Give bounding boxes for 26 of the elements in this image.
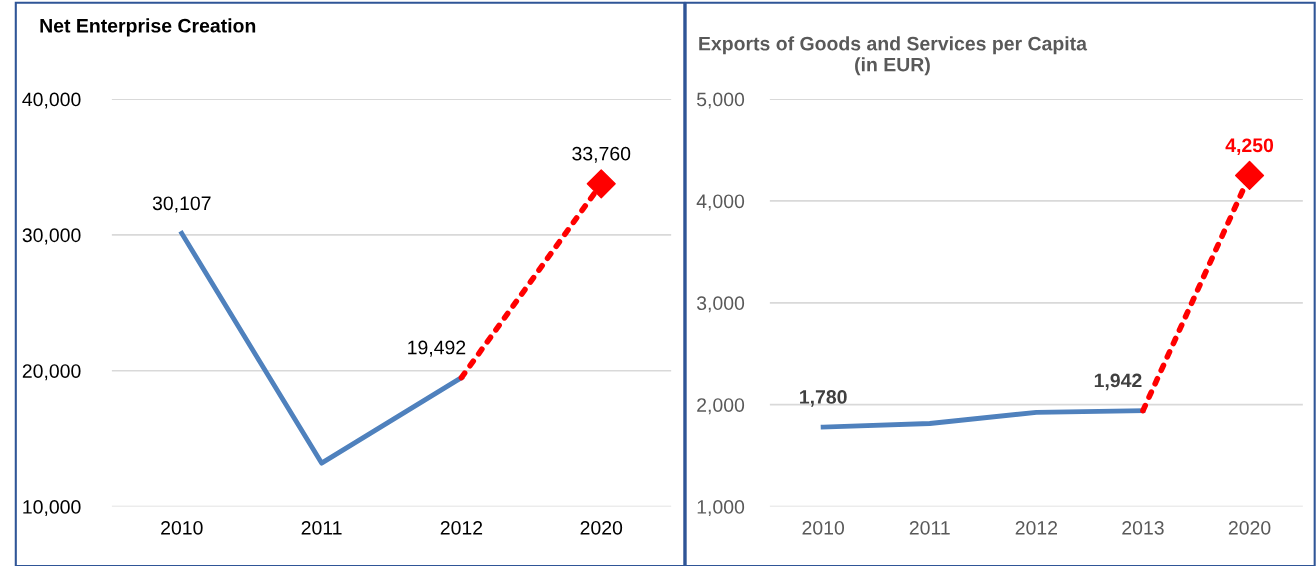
data-label: 19,492: [408, 340, 466, 357]
chart-title: Net Enterprise Creation: [40, 18, 256, 37]
y-tick-label: 20,000: [22, 364, 81, 381]
y-tick-label: 1,000: [697, 500, 745, 517]
x-tick-label: 2011: [909, 520, 950, 535]
x-tick-label: 2013: [1122, 520, 1164, 535]
data-label: 4,250: [1225, 138, 1274, 155]
data-label: 1,942: [1094, 373, 1142, 391]
x-tick-label: 2012: [440, 520, 483, 535]
x-tick-label: 2011: [301, 520, 342, 535]
y-tick-label: 10,000: [23, 500, 81, 517]
x-tick-label: 2010: [802, 520, 845, 535]
y-tick-label: 3,000: [696, 296, 745, 313]
y-tick-label: 40,000: [22, 92, 81, 109]
data-label: 1,780: [800, 390, 847, 407]
y-tick-label: 30,000: [22, 228, 81, 245]
data-label: 30,107: [152, 196, 211, 213]
data-label: 33,760: [572, 146, 631, 163]
x-tick-label: 2020: [580, 520, 623, 535]
x-tick-label: 2010: [161, 520, 203, 535]
x-tick-label: 2012: [1015, 520, 1057, 535]
chart-title: Exports of Goods and Services per Capita (in EUR): [699, 36, 1088, 76]
y-tick-label: 5,000: [696, 92, 745, 109]
y-tick-label: 4,000: [696, 194, 745, 211]
y-tick-label: 2,000: [697, 398, 745, 415]
x-tick-label: 2020: [1228, 520, 1271, 535]
